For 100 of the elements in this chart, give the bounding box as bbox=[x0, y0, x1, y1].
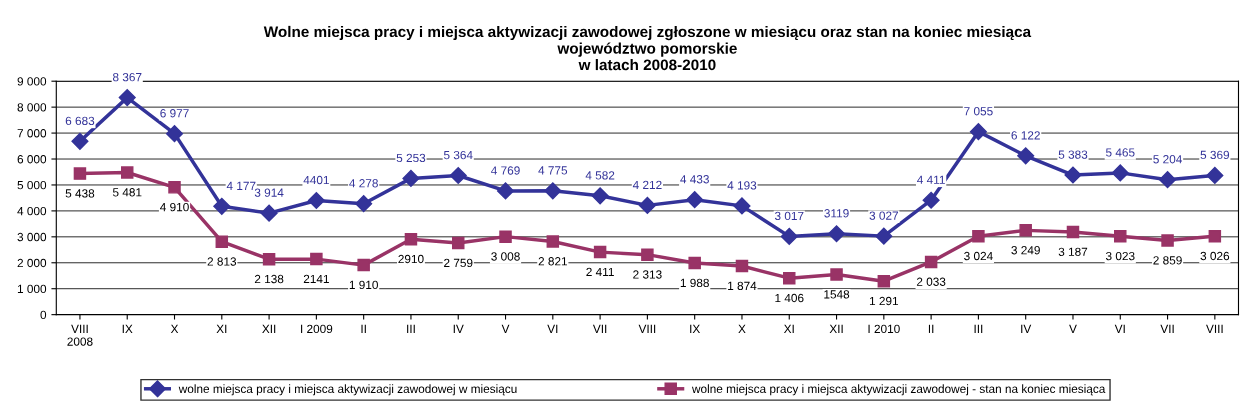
x-tick-label: XII bbox=[262, 324, 276, 333]
data-label: 4 177 bbox=[226, 181, 256, 190]
point bbox=[688, 256, 701, 270]
x-tick-label: I 2010 bbox=[868, 324, 900, 334]
y-tick-label: 6 000 bbox=[17, 155, 47, 164]
data-label: 2 411 bbox=[586, 267, 614, 276]
point bbox=[499, 230, 512, 243]
point bbox=[1208, 229, 1222, 243]
y-tick-label: 3 000 bbox=[17, 232, 47, 242]
point bbox=[118, 89, 136, 107]
x-tick-label: VII bbox=[1160, 324, 1174, 333]
point bbox=[544, 182, 562, 200]
data-label: 7 055 bbox=[964, 107, 993, 116]
data-label: 5 465 bbox=[1105, 148, 1135, 157]
point bbox=[355, 195, 373, 213]
x-tick-label: V bbox=[1069, 324, 1077, 333]
chart-title: Wolne miejsca pracy i miejsca aktywizacji zawodowej zgłoszone w miesiącu oraz stan na koniec miesiąca województwo pomorskie w latach 2008-2010 bbox=[263, 25, 1032, 71]
x-tick-label: XI bbox=[783, 324, 794, 333]
point bbox=[215, 235, 229, 248]
data-label: 6 683 bbox=[65, 116, 95, 126]
point bbox=[972, 229, 985, 243]
point bbox=[877, 274, 891, 288]
data-label: 3 017 bbox=[774, 211, 804, 221]
point bbox=[260, 204, 278, 222]
data-label: 2 313 bbox=[633, 270, 662, 279]
data-label: 8 367 bbox=[112, 72, 142, 82]
x-tick-label: VII bbox=[592, 324, 607, 333]
x-tick-label: I 2009 bbox=[301, 324, 333, 334]
x-tick-label: V bbox=[501, 324, 510, 333]
data-label: 2 813 bbox=[207, 257, 237, 266]
data-label: 3 027 bbox=[869, 211, 899, 220]
data-label: 2 821 bbox=[538, 257, 568, 266]
x-tick-label: XII bbox=[829, 324, 843, 333]
point bbox=[969, 123, 987, 141]
point bbox=[496, 182, 515, 200]
point bbox=[120, 166, 134, 179]
data-label: 4 278 bbox=[349, 179, 378, 188]
legend-label: wolne miejsca pracy i miejsca aktywizacji zawodowej - stan na koniec miesiąca bbox=[691, 384, 1106, 396]
data-label: 4 582 bbox=[585, 171, 615, 180]
point bbox=[1159, 171, 1177, 189]
data-label: 1 988 bbox=[680, 278, 709, 288]
data-label: 3 026 bbox=[1200, 251, 1230, 261]
point bbox=[638, 196, 656, 214]
point bbox=[591, 187, 609, 205]
point bbox=[449, 166, 467, 185]
point bbox=[924, 255, 938, 269]
data-label: 5 253 bbox=[396, 153, 426, 163]
data-label: 5 364 bbox=[443, 150, 473, 160]
data-label: 2910 bbox=[398, 254, 424, 264]
x-tick-label: IX bbox=[122, 324, 133, 333]
data-label: 3 914 bbox=[254, 188, 284, 197]
x-tick-label: III bbox=[974, 324, 983, 333]
point bbox=[783, 271, 796, 285]
data-label: 6 977 bbox=[160, 109, 189, 118]
point bbox=[1111, 164, 1129, 182]
data-label: 5 204 bbox=[1153, 155, 1182, 164]
data-label: 3 023 bbox=[1105, 251, 1135, 261]
data-label: 4 212 bbox=[632, 180, 662, 189]
legend-label: wolne miejsca pracy i miejsca aktywizacji zawodowej w miesiącu bbox=[178, 384, 517, 396]
point bbox=[213, 197, 231, 215]
point bbox=[307, 191, 325, 210]
x-tick-label: IV bbox=[1021, 324, 1032, 333]
point bbox=[357, 258, 370, 272]
x-tick-label: VIII bbox=[1206, 324, 1223, 333]
y-tick-label: 0 bbox=[40, 310, 47, 320]
data-label: 1 406 bbox=[775, 293, 804, 303]
data-label: 3 187 bbox=[1058, 247, 1088, 256]
data-label: 2 033 bbox=[916, 277, 946, 286]
x-tick-label: XI bbox=[216, 324, 227, 333]
data-label: 5 383 bbox=[1058, 150, 1088, 159]
point bbox=[1064, 166, 1082, 184]
point bbox=[735, 259, 749, 273]
point bbox=[780, 227, 798, 245]
point bbox=[1017, 147, 1035, 165]
point bbox=[71, 132, 89, 150]
y-tick-label: 5 000 bbox=[17, 180, 47, 190]
data-label: 5 438 bbox=[65, 189, 95, 198]
x-tick-label: IV bbox=[453, 324, 464, 333]
x-tick-label: IX bbox=[690, 324, 701, 333]
data-label: 1 874 bbox=[728, 281, 757, 291]
point bbox=[827, 225, 846, 243]
point bbox=[641, 248, 654, 261]
data-label: 4 775 bbox=[538, 166, 568, 175]
point bbox=[402, 169, 420, 187]
x-tick-label: II bbox=[361, 324, 366, 333]
x-tick-label: VIII bbox=[638, 324, 656, 333]
point bbox=[733, 197, 751, 215]
data-label: 2 138 bbox=[254, 274, 284, 284]
data-label: 4 769 bbox=[491, 166, 520, 175]
y-tick-label: 7 000 bbox=[17, 129, 47, 138]
data-label: 4 910 bbox=[160, 202, 189, 212]
data-label: 3119 bbox=[824, 209, 849, 218]
data-label: 5 481 bbox=[112, 188, 142, 197]
y-tick-label: 1 000 bbox=[17, 284, 47, 294]
data-label: 2141 bbox=[303, 274, 329, 283]
point bbox=[73, 167, 87, 180]
data-label: 1 291 bbox=[869, 296, 899, 306]
point bbox=[262, 252, 276, 266]
point bbox=[1019, 224, 1032, 237]
data-label: 4 433 bbox=[680, 175, 709, 184]
